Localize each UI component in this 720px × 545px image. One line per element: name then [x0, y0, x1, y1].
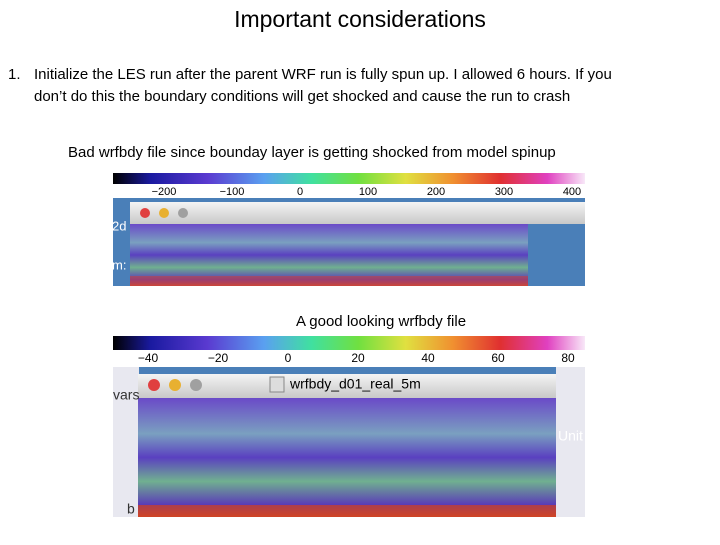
- screenshot: 2d m:: [112, 173, 585, 286]
- close-button[interactable]: [140, 208, 150, 218]
- screenshot: wrfbdy_d01_real_5m vars Unit b: [113, 336, 585, 517]
- list-text: Initialize the LES run after the parent …: [34, 66, 612, 83]
- colorbar: [113, 173, 585, 184]
- colorbar-label: 200: [427, 186, 445, 198]
- close-button[interactable]: [148, 379, 160, 391]
- colorbar-label: 0: [297, 186, 303, 198]
- plot-band: [138, 505, 556, 517]
- window-bar: [130, 202, 585, 224]
- side-label: m:: [112, 257, 126, 272]
- colorbar-label: −100: [220, 186, 245, 198]
- caption: A good looking wrfbdy file: [296, 313, 466, 330]
- zoom-button[interactable]: [190, 379, 202, 391]
- colorbar-label: 40: [421, 351, 435, 365]
- colorbar-label: 0: [285, 351, 292, 365]
- caption: Bad wrfbdy file since bounday layer is g…: [68, 144, 556, 161]
- plot-image: [138, 398, 556, 517]
- plot-band: [130, 276, 528, 286]
- app-icon: [269, 376, 285, 393]
- side-label: b: [127, 501, 135, 517]
- side-label: vars: [113, 387, 139, 403]
- plot-image: [130, 224, 528, 286]
- zoom-button[interactable]: [178, 208, 188, 218]
- colorbar: [113, 336, 585, 350]
- colorbar-label: 20: [351, 351, 365, 365]
- window-bar: [138, 374, 556, 398]
- side-panel: [556, 367, 585, 517]
- colorbar-label: 400: [563, 186, 581, 198]
- title: Important considerations: [234, 6, 486, 32]
- colorbar-label: 300: [495, 186, 513, 198]
- side-label: Unit: [558, 428, 583, 444]
- colorbar-label: 80: [561, 351, 575, 365]
- colorbar-label: 60: [491, 351, 505, 365]
- side-panel: [113, 367, 139, 517]
- colorbar-label: 100: [359, 186, 377, 198]
- colorbar-label: −200: [152, 186, 177, 198]
- minimize-button[interactable]: [159, 208, 169, 218]
- list-text: don’t do this the boundary conditions wi…: [34, 88, 570, 105]
- minimize-button[interactable]: [169, 379, 181, 391]
- colorbar-label: −20: [208, 351, 229, 365]
- window-title: wrfbdy_d01_real_5m: [289, 376, 421, 392]
- list-number: 1.: [8, 66, 21, 83]
- colorbar-label: −40: [138, 351, 159, 365]
- side-label: 2d: [112, 218, 126, 233]
